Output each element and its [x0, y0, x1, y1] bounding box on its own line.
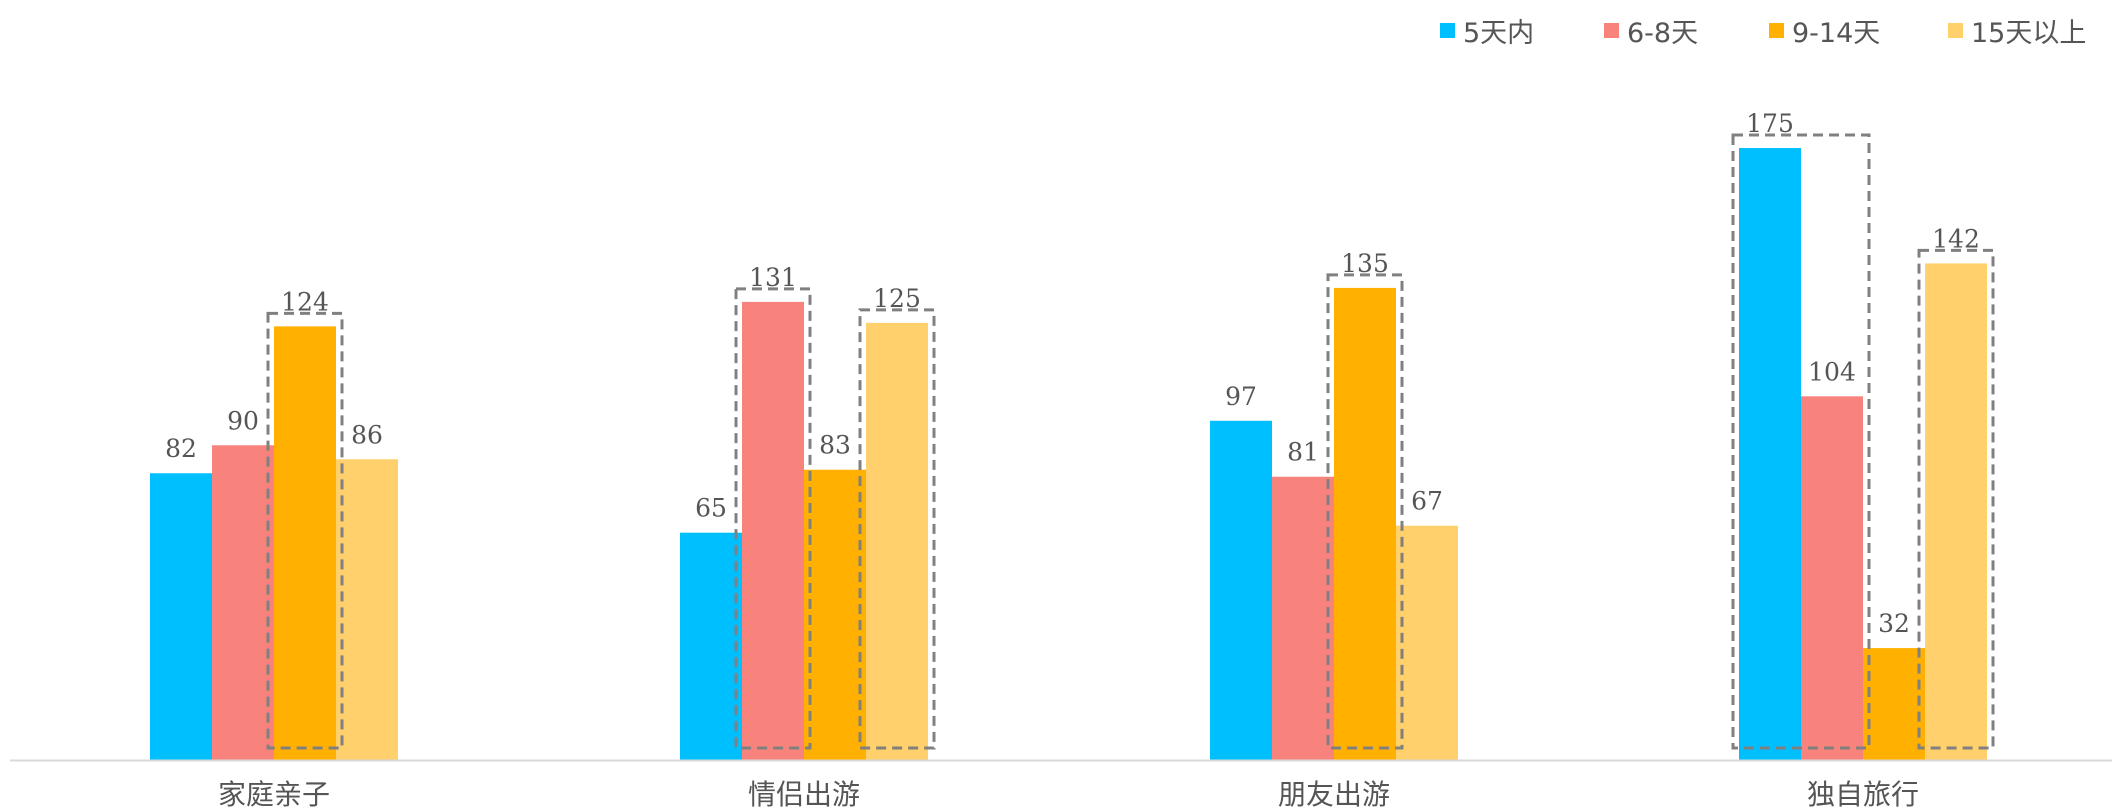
bar: [1396, 525, 1458, 760]
bar: [1272, 476, 1334, 760]
data-label: 67: [1411, 487, 1443, 516]
legend-item: 5天内: [1440, 10, 1534, 50]
legend-swatch: [1440, 22, 1455, 38]
category-label: 独自旅行: [1807, 778, 1919, 811]
data-label: 83: [819, 431, 851, 460]
data-label: 81: [1287, 438, 1319, 467]
bar: [1739, 148, 1801, 760]
chart-legend: 5天内 6-8天 9-14天 15天以上: [0, 10, 2118, 50]
highlight-box: [1731, 133, 1871, 750]
data-label: 104: [1808, 357, 1856, 386]
highlight-box: [734, 287, 812, 750]
highlight-boxes-layer: [266, 133, 1995, 750]
bar: [680, 532, 742, 760]
legend-label: 6-8天: [1627, 17, 1699, 49]
bar: [274, 326, 336, 760]
legend-swatch: [1948, 22, 1963, 38]
bar: [866, 322, 928, 760]
legend-swatch: [1769, 22, 1784, 38]
legend-label: 5天内: [1463, 17, 1535, 49]
highlight-box: [1917, 248, 1995, 750]
category-label: 家庭亲子: [218, 778, 330, 811]
category-labels-layer: 家庭亲子 情侣出游 朋友出游 独自旅行: [218, 778, 1919, 811]
data-label: 175: [1746, 109, 1794, 138]
bar: [742, 301, 804, 760]
data-label: 90: [227, 406, 259, 435]
legend-item: 15天以上: [1948, 10, 2086, 50]
bar: [1801, 396, 1863, 760]
bar: [1334, 287, 1396, 760]
data-labels-layer: 82 90 124 86 65 131 83 125 97 81 135 67 175 104 32 142: [165, 109, 1980, 638]
data-label: 135: [1341, 249, 1389, 278]
data-label: 65: [695, 494, 727, 523]
highlight-box: [858, 308, 936, 750]
bar: [212, 445, 274, 760]
data-label: 97: [1225, 382, 1257, 411]
data-label: 82: [165, 434, 197, 463]
highlight-box: [266, 311, 344, 750]
legend-swatch: [1604, 22, 1619, 38]
bar: [150, 473, 212, 760]
category-label: 朋友出游: [1278, 778, 1390, 811]
bar: [336, 459, 398, 760]
category-label: 情侣出游: [748, 778, 860, 811]
legend-label: 15天以上: [1971, 17, 2087, 49]
bar: [1210, 420, 1272, 760]
legend-label: 9-14天: [1792, 17, 1881, 49]
data-label: 124: [281, 287, 329, 316]
data-label: 86: [351, 420, 383, 449]
bar: [804, 469, 866, 760]
bar: [1863, 648, 1925, 760]
highlight-box: [1326, 273, 1404, 750]
bar: [1925, 263, 1987, 760]
data-label: 125: [873, 284, 921, 313]
data-label: 142: [1932, 224, 1980, 253]
legend-item: 6-8天: [1604, 10, 1698, 50]
legend-item: 9-14天: [1769, 10, 1880, 50]
bars-layer: [150, 148, 1987, 760]
data-label: 32: [1878, 609, 1910, 638]
data-label: 131: [749, 263, 797, 292]
